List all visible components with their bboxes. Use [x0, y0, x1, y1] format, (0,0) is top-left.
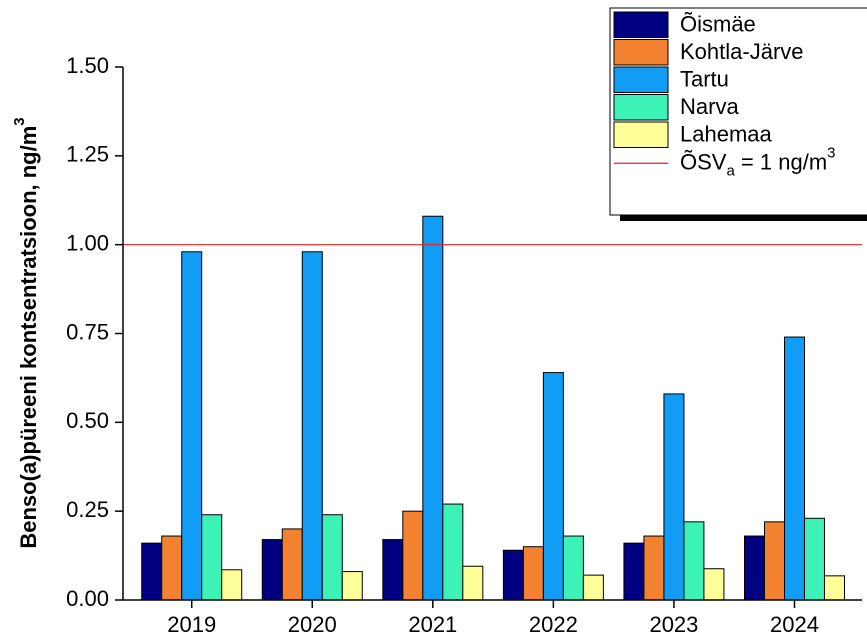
y-tick-label: 0.25: [66, 497, 109, 522]
y-axis-label-sup: 3: [11, 117, 28, 125]
bar: [823, 575, 845, 601]
bar: [502, 549, 524, 601]
bar: [623, 542, 645, 601]
bar: [522, 546, 544, 601]
x-tick-label: 2023: [649, 612, 698, 637]
y-tick-label: 1.25: [66, 142, 109, 167]
x-tick-label: 2021: [408, 612, 457, 637]
bar: [301, 251, 323, 601]
y-tick-label: 1.50: [66, 53, 109, 78]
bar: [683, 521, 705, 601]
bar: [402, 510, 424, 601]
bar: [221, 569, 243, 601]
legend-swatch: [613, 66, 669, 93]
bar: [542, 372, 564, 601]
y-tick-label: 0.50: [66, 408, 109, 433]
y-axis-label: Benso(a)püreeni kontsentratsioon, ng/m3: [11, 117, 41, 548]
legend-shadow: [620, 215, 867, 221]
legend-label: Tartu: [680, 67, 729, 92]
x-tick-label: 2024: [770, 612, 819, 637]
bar: [281, 528, 303, 601]
legend-swatch: [613, 121, 669, 148]
bar: [201, 514, 223, 601]
bar: [562, 535, 584, 601]
bar: [582, 574, 604, 601]
y-axis-label-text: Benso(a)püreeni kontsentratsioon, ng/m: [16, 126, 41, 549]
bar: [382, 539, 404, 601]
legend-swatch: [613, 94, 669, 121]
x-tick-label: 2022: [529, 612, 578, 637]
bar: [321, 514, 343, 601]
bar: [141, 542, 163, 601]
x-tick-label: 2019: [167, 612, 216, 637]
bar: [783, 336, 805, 601]
x-tick-label: 2020: [288, 612, 337, 637]
legend-label-part: ÕSV: [680, 149, 727, 174]
legend-label: Narva: [680, 94, 739, 119]
y-tick-label: 0.00: [66, 586, 109, 611]
bar: [803, 517, 825, 601]
legend-label: Õismäe: [680, 12, 756, 37]
bar: [181, 251, 203, 601]
legend-label: Lahemaa: [680, 122, 773, 147]
bar: [462, 565, 484, 601]
bar: [261, 539, 283, 601]
bar: [743, 535, 765, 601]
bar: [663, 393, 685, 601]
bar: [341, 571, 363, 601]
legend-label-part: a: [726, 162, 735, 179]
legend-swatch: [613, 39, 669, 66]
legend-swatch: [613, 11, 669, 38]
bar: [763, 521, 785, 601]
bar: [161, 535, 183, 601]
legend-label: ÕSVa = 1 ng/m3: [680, 144, 836, 179]
bar: [703, 568, 725, 601]
bar: [442, 503, 464, 601]
legend-label-part: 3: [827, 144, 835, 161]
legend-label: Kohtla-Järve: [680, 39, 804, 64]
y-tick-label: 0.75: [66, 319, 109, 344]
y-tick-label: 1.00: [66, 230, 109, 255]
bar: [422, 215, 444, 601]
legend-label-part: = 1 ng/m: [735, 149, 827, 174]
bar: [643, 535, 665, 601]
